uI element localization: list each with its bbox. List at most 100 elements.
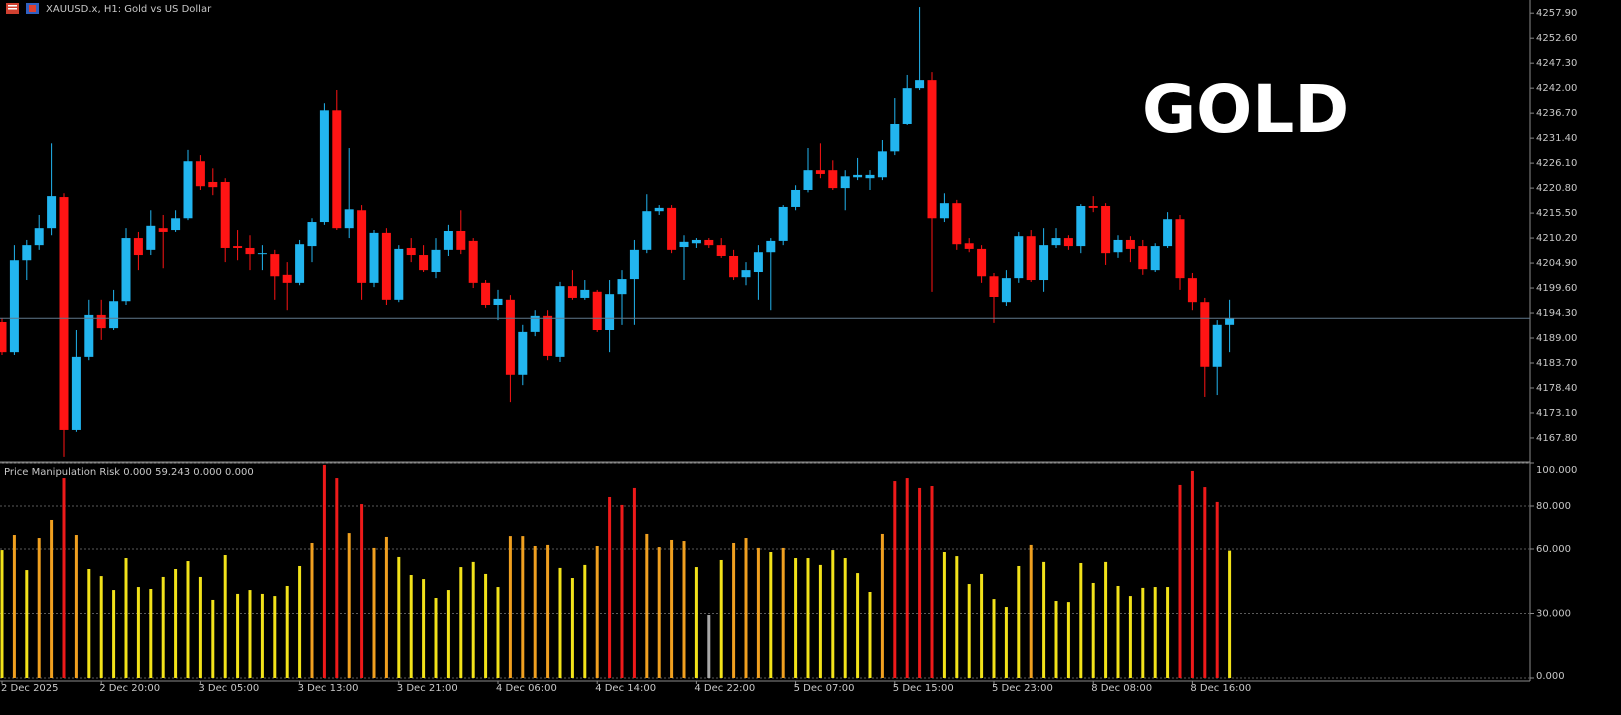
candle-body [282, 274, 292, 283]
bar [570, 578, 574, 678]
bar [930, 486, 934, 678]
bar [174, 568, 178, 678]
candle-body [158, 228, 168, 232]
candle-body [1014, 236, 1024, 279]
candle-body [505, 299, 515, 375]
candle-body [580, 289, 590, 298]
bar [893, 481, 897, 678]
y-tick-label: 4236.70 [1536, 108, 1577, 119]
candle-body [419, 255, 429, 271]
bar [1141, 587, 1145, 678]
candle-body [84, 314, 94, 357]
candle-body [1101, 206, 1111, 254]
bar [1190, 470, 1194, 678]
candle-body [654, 207, 664, 212]
bar [1215, 501, 1219, 678]
bar [868, 592, 872, 678]
candle-body [617, 279, 627, 295]
bar [1004, 607, 1008, 678]
y-tick-label: 4231.40 [1536, 133, 1577, 144]
x-tick-label: 5 Dec 07:00 [794, 683, 855, 694]
y-tick-label: 4226.10 [1536, 158, 1577, 169]
indicator-title: Price Manipulation Risk 0.000 59.243 0.0… [4, 467, 254, 478]
x-tick-label: 4 Dec 06:00 [496, 683, 557, 694]
candle-body [183, 161, 193, 219]
x-tick-label: 3 Dec 13:00 [298, 683, 359, 694]
y-tick-label: 4257.90 [1536, 8, 1577, 19]
bar [161, 576, 165, 678]
x-tick-label: 8 Dec 08:00 [1091, 683, 1152, 694]
candle-body [1063, 238, 1073, 247]
candle-body [1138, 246, 1148, 270]
x-tick-label: 5 Dec 15:00 [893, 683, 954, 694]
candle-body [642, 211, 652, 250]
bar [50, 519, 54, 678]
candle-body [778, 206, 788, 241]
candle-body [9, 260, 19, 353]
candle-body [1026, 236, 1036, 281]
bar [1203, 487, 1207, 678]
candle-body [977, 248, 987, 277]
bar [657, 547, 661, 678]
bar [62, 478, 66, 678]
candle-body [133, 238, 143, 256]
bar [608, 496, 612, 678]
y-tick-label: 4178.40 [1536, 383, 1577, 394]
candle-body [344, 209, 354, 229]
candle-body [171, 218, 181, 231]
bar [372, 547, 376, 678]
bar [583, 564, 587, 678]
candle-body [1039, 245, 1049, 281]
candle-body [195, 161, 205, 187]
candle-body [233, 246, 243, 248]
bar [248, 590, 252, 678]
candle-body [332, 110, 342, 229]
bar [1054, 601, 1058, 678]
candle-body [295, 244, 305, 283]
bar [347, 533, 351, 678]
bar [707, 615, 711, 678]
bar [880, 533, 884, 678]
bar [223, 555, 227, 678]
candle-body [518, 331, 528, 375]
bar [124, 558, 128, 678]
candle-body [1200, 302, 1210, 367]
candle-body [431, 249, 441, 273]
bar [1104, 561, 1108, 678]
candle-body [369, 232, 379, 283]
candle-body [1187, 278, 1197, 303]
candle-body [468, 240, 478, 283]
bar [856, 573, 860, 678]
bar [546, 544, 550, 678]
bar [670, 539, 674, 678]
y-tick-label: 4220.80 [1536, 183, 1577, 194]
bar [471, 561, 475, 678]
candle-body [1150, 246, 1160, 271]
y-tick-label: 60.000 [1536, 544, 1571, 555]
candle-body [1051, 238, 1061, 246]
candle-body [853, 174, 863, 178]
bar [781, 547, 785, 678]
bar [632, 487, 636, 678]
bar [694, 567, 698, 678]
bar [682, 541, 686, 678]
candle-body [939, 203, 949, 219]
candle-body [146, 225, 156, 250]
bar [794, 558, 798, 678]
candle-body [592, 291, 602, 330]
icon [29, 5, 36, 12]
candle-body [357, 210, 367, 283]
bar [285, 585, 289, 678]
bar [310, 542, 314, 678]
bar [645, 533, 649, 678]
candle-body [902, 88, 912, 124]
candle-body [555, 286, 565, 357]
bar [136, 587, 140, 678]
bar [25, 570, 29, 678]
bar [1128, 596, 1132, 678]
bar [322, 464, 326, 678]
bar [112, 590, 116, 678]
candle-body [220, 181, 230, 248]
bar [806, 558, 810, 678]
